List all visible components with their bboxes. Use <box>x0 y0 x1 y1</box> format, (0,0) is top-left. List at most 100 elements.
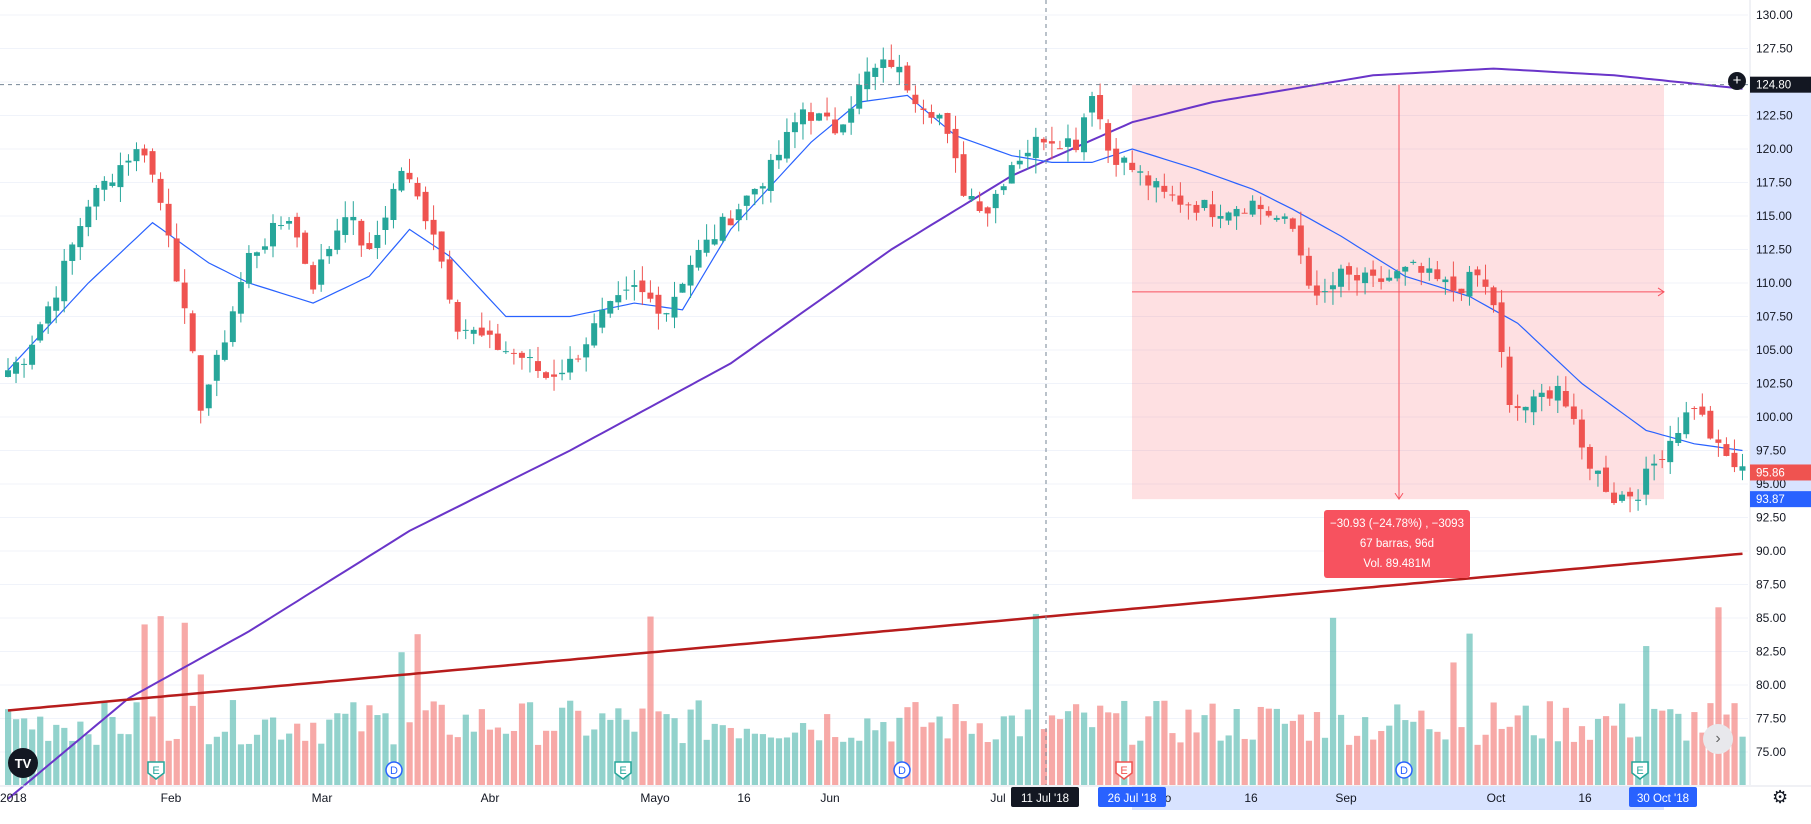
price-tick-label: 105.00 <box>1756 343 1793 357</box>
candle-body <box>438 231 445 262</box>
candle-body <box>1418 266 1425 273</box>
scroll-to-realtime-icon[interactable]: › <box>1703 724 1733 754</box>
volume-bar <box>599 713 606 785</box>
candle-body <box>1289 218 1296 229</box>
candle-body <box>912 94 919 105</box>
candle-body <box>1313 285 1320 296</box>
candle-body <box>1089 96 1096 113</box>
candle-body <box>615 295 622 303</box>
volume-bar <box>880 722 887 785</box>
settings-gear-icon[interactable]: ⚙ <box>1772 787 1789 807</box>
volume-bar <box>1514 715 1521 785</box>
price-tick-label: 85.00 <box>1756 611 1786 625</box>
candle-body <box>1241 212 1248 214</box>
price-tick-label: 120.00 <box>1756 142 1793 156</box>
candle-body <box>1570 406 1577 419</box>
volume-bar <box>245 743 253 785</box>
volume-bar <box>1458 727 1465 785</box>
candle-body <box>382 217 389 230</box>
candle-body <box>952 128 959 159</box>
volume-bar <box>1185 709 1192 785</box>
price-axis[interactable]: 130.00127.50125.00122.50120.00117.50115.… <box>1749 0 1811 785</box>
volume-bar <box>1715 607 1722 785</box>
volume-bar <box>711 723 718 785</box>
candle-body <box>221 342 228 360</box>
candle-body <box>109 182 116 186</box>
volume-bar <box>181 622 188 785</box>
volume-bar <box>149 716 156 785</box>
candle-body <box>1434 269 1441 280</box>
candle-body <box>775 154 782 161</box>
tradingview-logo-icon[interactable]: TV <box>8 748 38 778</box>
candle-body <box>840 124 847 133</box>
volume-bar <box>1627 737 1634 785</box>
candle-body <box>45 306 52 324</box>
candle-body <box>53 297 60 311</box>
candle-body <box>1265 210 1272 216</box>
volume-bar <box>623 719 630 785</box>
price-tick-label: 92.50 <box>1756 511 1786 525</box>
candle-body <box>358 220 365 246</box>
candle-body <box>711 239 718 245</box>
candle-body <box>1305 255 1312 286</box>
volume-bars <box>5 607 1746 785</box>
volume-bar <box>85 734 92 785</box>
measure-tooltip: −30.93 (−24.78%) , −3093 67 barras, 96d … <box>1324 510 1470 578</box>
last-price-badge <box>1750 464 1811 481</box>
volume-bar <box>1321 737 1329 785</box>
candle-body <box>799 109 806 125</box>
volume-bar <box>1048 715 1056 785</box>
candle-body <box>984 207 991 214</box>
volume-bar <box>350 702 357 785</box>
volume-bar <box>928 722 935 785</box>
candle-body <box>639 280 646 293</box>
candle-body <box>406 172 413 180</box>
volume-bar <box>1699 732 1706 785</box>
candle-body <box>1498 302 1505 352</box>
volume-bar <box>856 740 863 785</box>
dividend-marker-icon <box>1395 761 1413 779</box>
candle-body <box>245 252 252 284</box>
price-tick-label: 77.50 <box>1756 712 1786 726</box>
event-marker-label: D <box>390 765 398 777</box>
volume-bar <box>1113 713 1120 785</box>
dividend-marker-icon <box>385 761 403 779</box>
candle-body <box>1257 204 1264 210</box>
volume-bar <box>510 730 518 785</box>
candle-body <box>1522 406 1529 411</box>
volume-bar <box>1611 725 1618 785</box>
price-tick-label: 97.50 <box>1756 444 1786 458</box>
candle-body <box>77 226 84 248</box>
candle-body <box>1394 271 1401 279</box>
candle-body <box>1490 287 1497 306</box>
candle-body <box>286 221 293 224</box>
volume-bar <box>486 729 493 785</box>
candle-body <box>583 344 590 358</box>
candle-body <box>366 243 373 249</box>
price-tick-label: 80.00 <box>1756 678 1786 692</box>
candle-body <box>1739 466 1746 471</box>
event-marker-label: E <box>1120 765 1127 777</box>
volume-bar <box>1659 710 1666 785</box>
volume-bar <box>93 744 100 785</box>
add-plus-icon[interactable]: + <box>1728 72 1746 90</box>
candle-body <box>920 108 927 110</box>
candle-body <box>1378 278 1385 282</box>
volume-bar <box>117 733 124 785</box>
ma-slow-line <box>7 67 1743 800</box>
candle-body <box>269 222 276 247</box>
candle-body <box>326 248 333 257</box>
volume-bar <box>294 723 301 785</box>
volume-bar <box>414 634 421 785</box>
volume-bar <box>1354 735 1361 785</box>
time-tick-label: Oct <box>1487 791 1506 805</box>
volume-bar <box>1538 738 1545 785</box>
candle-body <box>189 313 196 352</box>
volume-bar <box>173 738 180 785</box>
event-marker-label: D <box>898 765 906 777</box>
candle-body <box>13 362 20 374</box>
time-axis[interactable]: 2018 Feb Mar Abr Mayo 16 Jun Jul o 16 Sep Oct 16 11 J… <box>0 785 1811 807</box>
range-start-date-badge-label: 26 Jul '18 <box>1108 793 1157 805</box>
